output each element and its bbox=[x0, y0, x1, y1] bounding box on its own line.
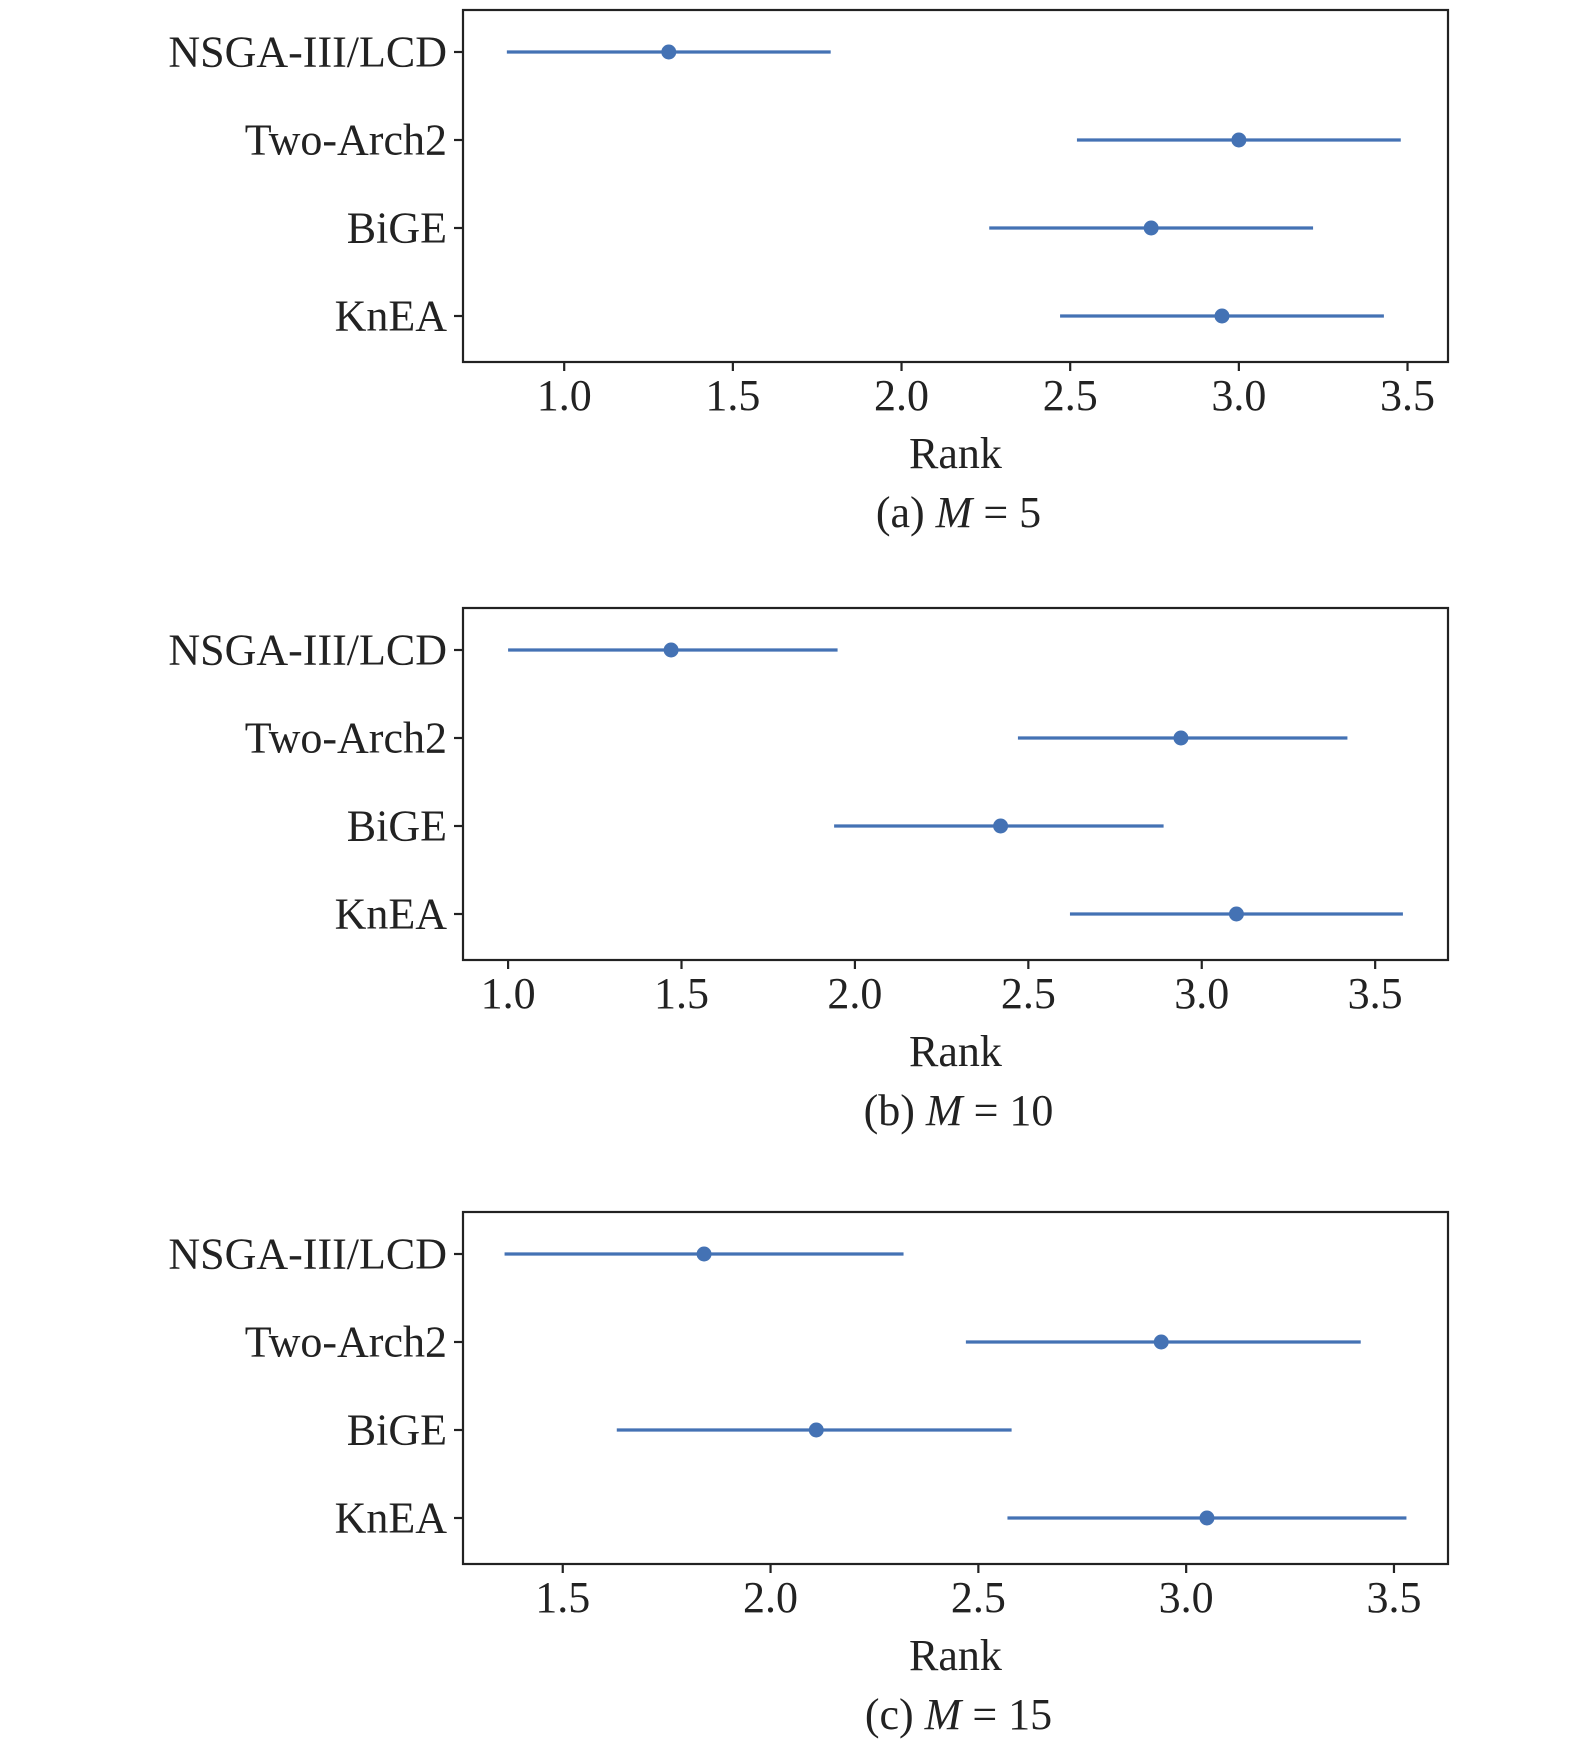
x-tick-label: 2.0 bbox=[743, 1573, 798, 1622]
x-tick-label: 2.0 bbox=[827, 969, 882, 1018]
x-tick-label: 1.5 bbox=[535, 1573, 590, 1622]
x-tick-label: 3.0 bbox=[1174, 969, 1229, 1018]
x-axis-label: Rank bbox=[909, 1027, 1002, 1076]
x-tick-label: 3.0 bbox=[1159, 1573, 1214, 1622]
y-tick-label: KnEA bbox=[335, 292, 448, 341]
x-tick-label: 1.5 bbox=[705, 371, 760, 420]
mean-marker bbox=[661, 44, 677, 60]
y-tick-label: BiGE bbox=[347, 1406, 447, 1455]
x-tick-label: 2.5 bbox=[1001, 969, 1056, 1018]
y-tick-label: NSGA-III/LCD bbox=[168, 1230, 447, 1279]
plot-frame bbox=[461, 8, 1450, 364]
x-tick-label: 2.5 bbox=[1043, 371, 1098, 420]
mean-marker bbox=[663, 642, 679, 658]
x-tick-label: 3.0 bbox=[1211, 371, 1266, 420]
plot-frame bbox=[461, 606, 1450, 962]
caption-variable: M bbox=[935, 488, 975, 537]
x-tick-label: 3.5 bbox=[1380, 371, 1435, 420]
panel-caption: (b) M = 10 bbox=[864, 1086, 1054, 1135]
caption-prefix: (a) bbox=[876, 488, 936, 537]
x-axis-label: Rank bbox=[909, 429, 1002, 478]
x-tick-label: 1.5 bbox=[654, 969, 709, 1018]
mean-marker bbox=[1228, 906, 1244, 922]
plot-frame bbox=[461, 1210, 1450, 1566]
y-tick-label: BiGE bbox=[347, 802, 447, 851]
panel-caption: (c) M = 15 bbox=[865, 1690, 1052, 1739]
y-tick-label: Two-Arch2 bbox=[245, 1318, 447, 1367]
y-tick-label: Two-Arch2 bbox=[245, 116, 447, 165]
mean-marker bbox=[1214, 308, 1230, 324]
x-tick-label: 2.5 bbox=[951, 1573, 1006, 1622]
y-tick-label: Two-Arch2 bbox=[245, 714, 447, 763]
caption-prefix: (c) bbox=[865, 1690, 925, 1739]
panel-caption: (a) M = 5 bbox=[876, 488, 1041, 537]
chart-panel-c: NSGA-III/LCD Two-Arch2 BiGE KnEA 1.5 2.0 2.5 3.… bbox=[168, 1210, 1450, 1739]
caption-variable: M bbox=[925, 1086, 965, 1135]
mean-marker bbox=[993, 818, 1009, 834]
y-tick-label: NSGA-III/LCD bbox=[168, 626, 447, 675]
mean-marker bbox=[808, 1422, 824, 1438]
caption-suffix: = 10 bbox=[963, 1086, 1054, 1135]
caption-suffix: = 15 bbox=[961, 1690, 1052, 1739]
x-tick-label: 1.0 bbox=[537, 371, 592, 420]
caption-prefix: (b) bbox=[864, 1086, 926, 1135]
chart-panel-b: NSGA-III/LCD Two-Arch2 BiGE KnEA 1.0 1.5 2.0 2.… bbox=[168, 606, 1450, 1135]
x-tick-label: 2.0 bbox=[874, 371, 929, 420]
y-tick-label: KnEA bbox=[335, 1494, 448, 1543]
mean-marker bbox=[1153, 1334, 1169, 1350]
x-tick-label: 3.5 bbox=[1348, 969, 1403, 1018]
mean-marker bbox=[1173, 730, 1189, 746]
x-axis-label: Rank bbox=[909, 1631, 1002, 1680]
mean-marker bbox=[1143, 220, 1159, 236]
caption-variable: M bbox=[924, 1690, 964, 1739]
x-tick-label: 3.5 bbox=[1366, 1573, 1421, 1622]
caption-suffix: = 5 bbox=[972, 488, 1041, 537]
y-tick-label: NSGA-III/LCD bbox=[168, 28, 447, 77]
y-tick-label: KnEA bbox=[335, 890, 448, 939]
mean-marker bbox=[1231, 132, 1247, 148]
mean-marker bbox=[1199, 1510, 1215, 1526]
x-tick-label: 1.0 bbox=[481, 969, 536, 1018]
mean-marker bbox=[696, 1246, 712, 1262]
chart-panel-a: NSGA-III/LCD Two-Arch2 BiGE KnEA 1.0 1.5 2.0 2.… bbox=[168, 8, 1450, 537]
y-tick-label: BiGE bbox=[347, 204, 447, 253]
